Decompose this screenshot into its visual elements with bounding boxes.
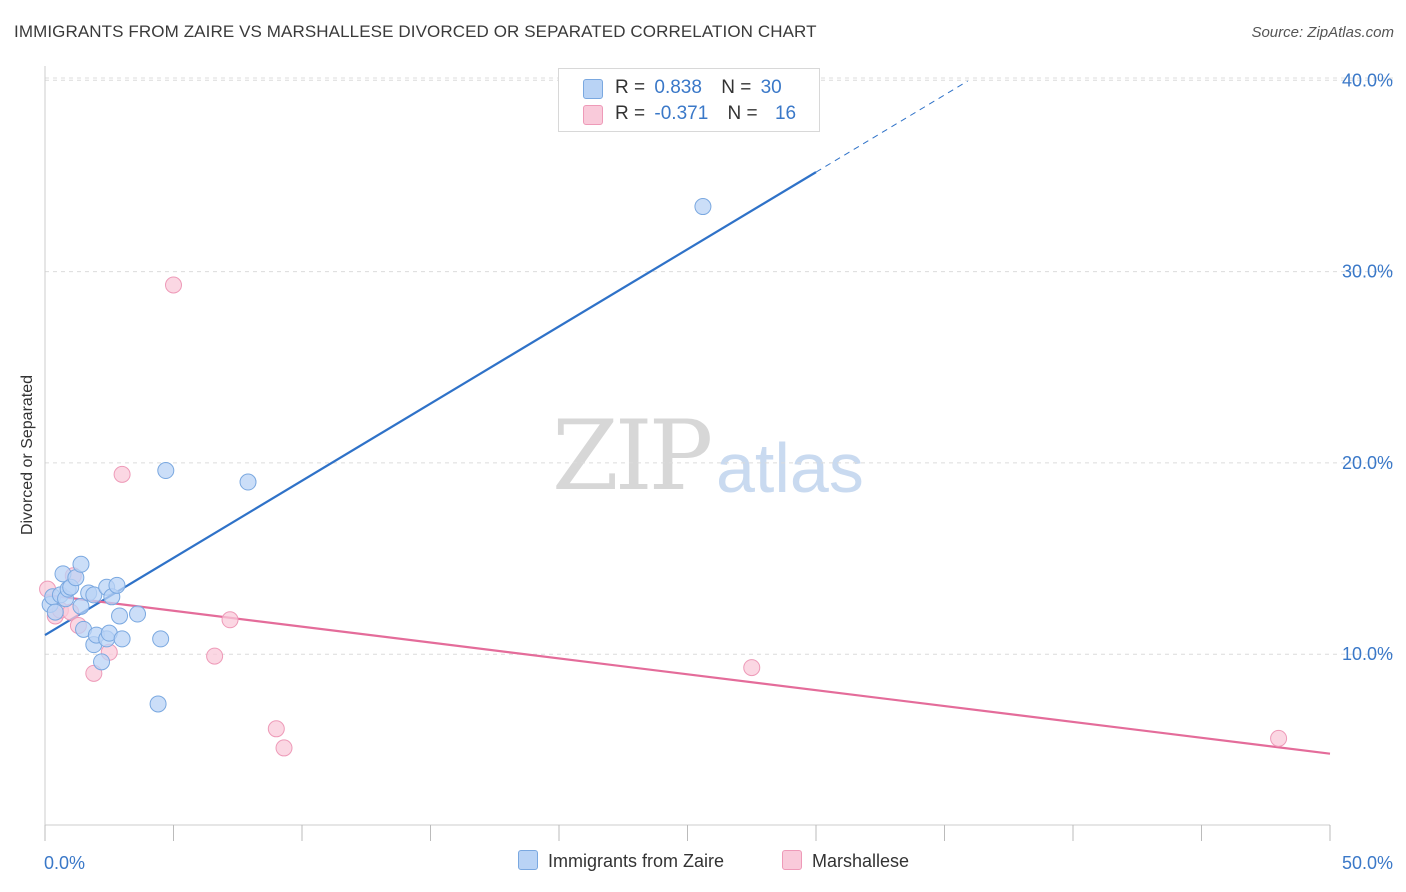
- legend-swatch-marshallese: [583, 105, 603, 125]
- data-point-zaire: [93, 653, 111, 671]
- data-point-zaire: [113, 630, 131, 648]
- axes: [44, 66, 1331, 841]
- data-point-zaire: [149, 695, 167, 713]
- data-point-marshallese: [165, 276, 182, 294]
- data-point-marshallese: [1270, 729, 1288, 747]
- trend-line-zaire-extension: [815, 80, 968, 173]
- legend-swatch-zaire: [583, 79, 603, 99]
- data-point-zaire: [46, 603, 64, 621]
- data-point-zaire: [85, 586, 103, 604]
- tick-labels: 10.0% 20.0% 30.0% 40.0% 0.0% 50.0%: [44, 70, 1393, 873]
- legend-label-marshallese: Marshallese: [812, 851, 910, 871]
- data-point-marshallese: [206, 647, 224, 665]
- legend-n-value: 30: [760, 77, 782, 98]
- y-tick-label: 30.0%: [1342, 262, 1393, 282]
- legend-r-value: 0.838: [654, 77, 702, 98]
- data-point-marshallese: [267, 720, 285, 738]
- correlation-legend: R = 0.838 N = 30 R = -0.371 N = 16: [558, 68, 820, 132]
- data-points: [39, 198, 1288, 757]
- trend-line-zaire: [44, 171, 817, 637]
- data-point-marshallese: [113, 465, 131, 483]
- legend-label-zaire: Immigrants from Zaire: [548, 851, 725, 871]
- data-point-zaire: [694, 198, 712, 216]
- legend-n-label: N =: [727, 103, 758, 124]
- data-point-marshallese: [221, 611, 239, 629]
- x-tick-label: 0.0%: [44, 853, 85, 873]
- legend-swatch-marshallese: [782, 850, 802, 870]
- data-point-marshallese: [275, 739, 293, 757]
- grid-lines: [45, 77, 1395, 655]
- y-tick-label: 40.0%: [1342, 70, 1393, 90]
- source-label: Source: ZipAtlas.com: [1251, 24, 1394, 41]
- data-point-zaire: [111, 607, 129, 625]
- legend-r-label: R =: [615, 103, 646, 124]
- data-point-zaire: [72, 555, 90, 573]
- y-tick-label: 20.0%: [1342, 453, 1393, 473]
- data-point-zaire: [108, 576, 126, 594]
- legend-r-label: R =: [615, 77, 646, 98]
- trend-lines: [44, 80, 1331, 755]
- x-tick-label: 50.0%: [1342, 853, 1393, 873]
- data-point-marshallese: [743, 659, 761, 677]
- data-point-zaire: [129, 605, 147, 623]
- data-point-zaire: [239, 473, 257, 491]
- trend-line-marshallese: [44, 593, 1331, 755]
- data-point-zaire: [157, 462, 175, 480]
- legend-r-value: -0.371: [654, 103, 709, 124]
- legend-item-zaire: Immigrants from Zaire: [518, 850, 724, 872]
- legend-swatch-zaire: [518, 850, 538, 870]
- legend-item-marshallese: Marshallese: [782, 850, 909, 872]
- y-axis-label: Divorced or Separated: [19, 374, 36, 536]
- data-point-zaire: [72, 597, 90, 615]
- watermark-atlas: atlas: [716, 429, 864, 507]
- watermark-zip: ZIP: [552, 400, 713, 512]
- chart-title: IMMIGRANTS FROM ZAIRE VS MARSHALLESE DIV…: [14, 22, 817, 41]
- data-point-zaire: [152, 630, 170, 648]
- legend-n-value: 16: [774, 103, 797, 124]
- legend-n-label: N =: [721, 77, 752, 98]
- y-tick-label: 10.0%: [1342, 644, 1393, 664]
